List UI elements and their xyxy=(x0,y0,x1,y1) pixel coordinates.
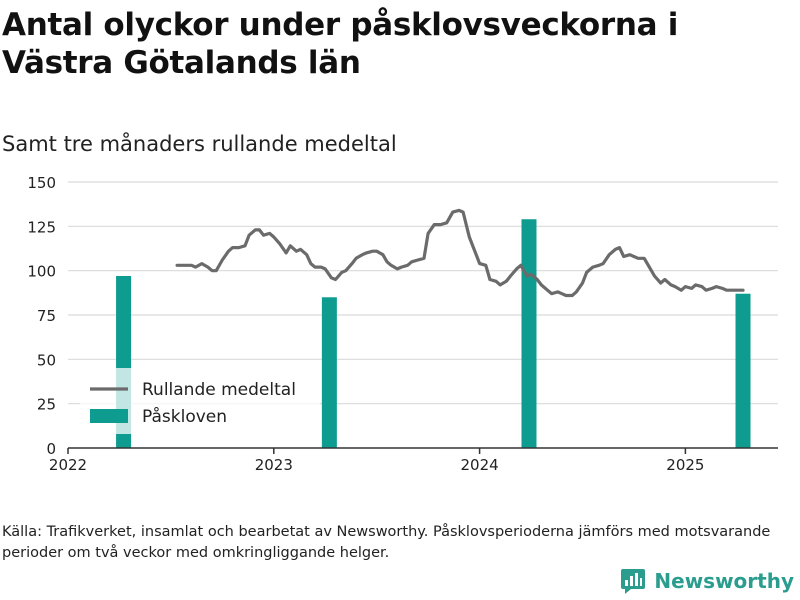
legend-swatch-bar xyxy=(90,409,128,423)
y-tick-label: 50 xyxy=(37,351,56,369)
line-rullande-medeltal xyxy=(175,208,745,298)
legend: Rullande medeltal Påskloven xyxy=(80,368,320,434)
y-tick-label: 150 xyxy=(27,174,56,192)
bars xyxy=(116,219,751,448)
chart-subtitle: Samt tre månaders rullande medeltal xyxy=(2,132,397,156)
bar-paskloven xyxy=(735,293,751,448)
y-tick-label: 125 xyxy=(27,218,56,236)
y-axis-ticks: 0 25 50 75 100 125 150 xyxy=(27,174,56,458)
x-tick-label: 2023 xyxy=(255,456,293,474)
y-tick-label: 25 xyxy=(37,396,56,414)
chart-area: 0 25 50 75 100 125 150 2022 2023 2024 2025 Rullan… xyxy=(27,174,778,474)
line-series xyxy=(175,208,745,298)
bar-paskloven xyxy=(321,297,337,448)
newsworthy-logo-icon xyxy=(621,569,646,594)
x-tick-label: 2022 xyxy=(49,456,87,474)
x-axis: 2022 2023 2024 2025 xyxy=(49,447,778,474)
x-tick-label: 2024 xyxy=(461,456,499,474)
brand[interactable]: Newsworthy xyxy=(620,568,794,594)
y-tick-label: 100 xyxy=(27,263,56,281)
chart-title: Antal olyckor under påsklovsveckorna i V… xyxy=(2,7,679,81)
legend-label: Rullande medeltal xyxy=(142,380,296,400)
legend-label: Påskloven xyxy=(142,406,227,427)
y-tick-label: 0 xyxy=(46,440,56,458)
grid-lines xyxy=(68,181,778,405)
x-tick-label: 2025 xyxy=(666,456,704,474)
source-note: Källa: Trafikverket, insamlat och bearbe… xyxy=(2,524,771,561)
brand-name: Newsworthy xyxy=(654,569,794,593)
y-tick-label: 75 xyxy=(37,307,56,325)
bar-paskloven xyxy=(521,219,537,448)
